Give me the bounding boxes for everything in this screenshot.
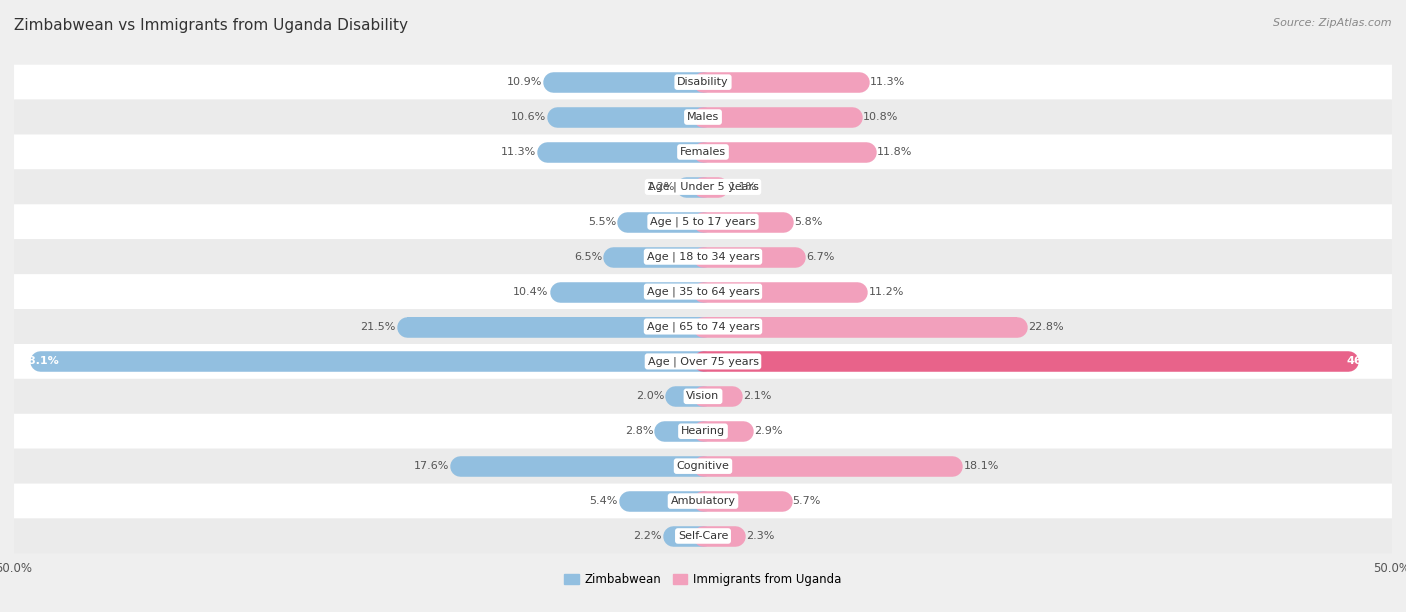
Text: 5.8%: 5.8% xyxy=(794,217,823,227)
Text: 6.5%: 6.5% xyxy=(574,252,602,262)
Bar xyxy=(553,73,703,91)
Text: Self-Care: Self-Care xyxy=(678,531,728,541)
Text: Disability: Disability xyxy=(678,77,728,87)
Bar xyxy=(703,353,1348,370)
Text: 5.5%: 5.5% xyxy=(588,217,616,227)
Bar xyxy=(613,248,703,266)
Bar xyxy=(703,527,735,545)
Bar xyxy=(557,108,703,126)
Bar xyxy=(628,492,703,510)
FancyBboxPatch shape xyxy=(14,204,1392,239)
Text: 22.8%: 22.8% xyxy=(1028,321,1064,332)
Text: Age | Over 75 years: Age | Over 75 years xyxy=(648,356,758,367)
Bar xyxy=(703,283,858,300)
Bar xyxy=(547,143,703,161)
Bar xyxy=(686,178,703,196)
Text: Hearing: Hearing xyxy=(681,426,725,436)
Text: Source: ZipAtlas.com: Source: ZipAtlas.com xyxy=(1274,18,1392,28)
Text: 2.8%: 2.8% xyxy=(624,426,654,436)
Text: 2.1%: 2.1% xyxy=(742,391,772,401)
FancyBboxPatch shape xyxy=(14,239,1392,274)
Bar xyxy=(703,387,733,405)
Bar xyxy=(672,527,703,545)
Text: 6.7%: 6.7% xyxy=(807,252,835,262)
FancyBboxPatch shape xyxy=(14,414,1392,449)
Text: Females: Females xyxy=(681,147,725,157)
FancyBboxPatch shape xyxy=(14,309,1392,344)
Text: 11.8%: 11.8% xyxy=(876,147,912,157)
Text: 1.1%: 1.1% xyxy=(730,182,758,192)
Bar xyxy=(560,283,703,300)
Bar xyxy=(703,108,852,126)
FancyBboxPatch shape xyxy=(14,379,1392,414)
Bar xyxy=(703,422,742,440)
Text: 11.2%: 11.2% xyxy=(869,286,904,297)
Legend: Zimbabwean, Immigrants from Uganda: Zimbabwean, Immigrants from Uganda xyxy=(560,568,846,591)
Bar xyxy=(41,353,703,370)
Text: Age | 35 to 64 years: Age | 35 to 64 years xyxy=(647,286,759,297)
Text: Age | 65 to 74 years: Age | 65 to 74 years xyxy=(647,321,759,332)
Text: 10.9%: 10.9% xyxy=(506,77,541,87)
Bar xyxy=(703,213,783,231)
Text: 5.7%: 5.7% xyxy=(793,496,821,506)
FancyBboxPatch shape xyxy=(14,65,1392,100)
Text: 2.2%: 2.2% xyxy=(633,531,662,541)
Bar xyxy=(461,457,703,476)
Text: Age | Under 5 years: Age | Under 5 years xyxy=(648,182,758,192)
Text: 2.0%: 2.0% xyxy=(636,391,665,401)
Bar xyxy=(703,248,796,266)
Text: 1.2%: 1.2% xyxy=(647,182,675,192)
Bar xyxy=(703,73,859,91)
Text: 11.3%: 11.3% xyxy=(870,77,905,87)
Bar xyxy=(406,318,703,335)
Text: 5.4%: 5.4% xyxy=(589,496,617,506)
Text: Ambulatory: Ambulatory xyxy=(671,496,735,506)
FancyBboxPatch shape xyxy=(14,274,1392,309)
Text: Vision: Vision xyxy=(686,391,720,401)
Text: Cognitive: Cognitive xyxy=(676,461,730,471)
Bar xyxy=(665,422,703,440)
Text: Age | 18 to 34 years: Age | 18 to 34 years xyxy=(647,252,759,262)
FancyBboxPatch shape xyxy=(14,100,1392,135)
Text: Age | 5 to 17 years: Age | 5 to 17 years xyxy=(650,217,756,227)
Text: 10.4%: 10.4% xyxy=(513,286,548,297)
Text: Males: Males xyxy=(688,112,718,122)
FancyBboxPatch shape xyxy=(14,170,1392,204)
Bar xyxy=(703,178,718,196)
Text: Zimbabwean vs Immigrants from Uganda Disability: Zimbabwean vs Immigrants from Uganda Dis… xyxy=(14,18,408,34)
Bar xyxy=(675,387,703,405)
Bar xyxy=(703,143,866,161)
FancyBboxPatch shape xyxy=(14,135,1392,170)
FancyBboxPatch shape xyxy=(14,483,1392,518)
Text: 18.1%: 18.1% xyxy=(963,461,998,471)
Text: 10.6%: 10.6% xyxy=(510,112,546,122)
Bar xyxy=(703,457,952,476)
Text: 10.8%: 10.8% xyxy=(863,112,898,122)
Text: 17.6%: 17.6% xyxy=(415,461,450,471)
FancyBboxPatch shape xyxy=(14,449,1392,483)
Bar xyxy=(627,213,703,231)
Bar xyxy=(703,492,782,510)
Text: 2.3%: 2.3% xyxy=(745,531,775,541)
Text: 46.8%: 46.8% xyxy=(1346,356,1385,367)
Text: 21.5%: 21.5% xyxy=(360,321,395,332)
Bar xyxy=(703,318,1017,335)
Text: 48.1%: 48.1% xyxy=(21,356,59,367)
Text: 2.9%: 2.9% xyxy=(754,426,783,436)
Text: 11.3%: 11.3% xyxy=(501,147,536,157)
FancyBboxPatch shape xyxy=(14,344,1392,379)
FancyBboxPatch shape xyxy=(14,518,1392,553)
